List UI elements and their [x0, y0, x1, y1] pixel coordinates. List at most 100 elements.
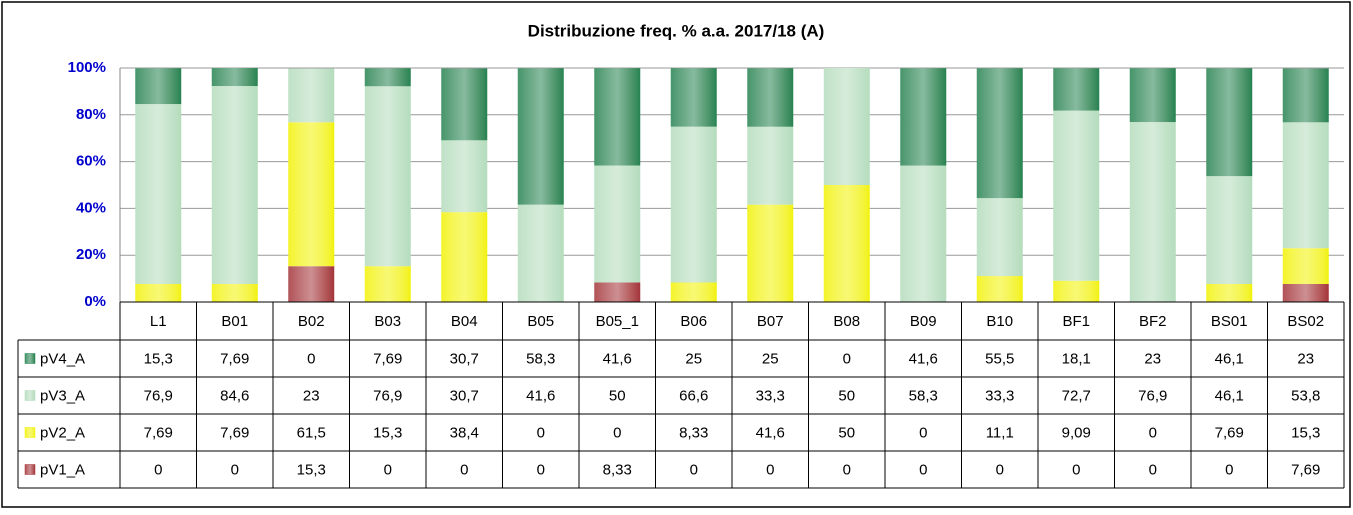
table-value: 66,6 — [679, 387, 708, 404]
bar-segment — [1282, 248, 1329, 285]
table-value: 0 — [460, 461, 468, 478]
x-tick-label: BS02 — [1287, 313, 1324, 330]
table-value: 9,09 — [1062, 424, 1091, 441]
bar-segment — [670, 282, 717, 302]
legend-label: pV4_A — [40, 350, 85, 367]
bar-segment — [1129, 122, 1176, 302]
table-value: 33,3 — [756, 387, 785, 404]
table-value: 46,1 — [1215, 387, 1244, 404]
table-value: 30,7 — [450, 350, 479, 367]
table-value: 55,5 — [985, 350, 1014, 367]
bar-segment — [747, 204, 794, 302]
x-tick-label: BF2 — [1139, 313, 1167, 330]
table-value: 0 — [384, 461, 392, 478]
table-value: 0 — [996, 461, 1004, 478]
bar-segment — [1129, 68, 1176, 123]
x-tick-label: B10 — [986, 313, 1013, 330]
bar-segment — [288, 68, 335, 123]
legend-key — [24, 353, 36, 364]
bar-segment — [364, 86, 411, 267]
bar-segment — [976, 276, 1023, 302]
x-tick-label: B06 — [680, 313, 707, 330]
table-value: 38,4 — [450, 424, 479, 441]
table-value: 15,3 — [373, 424, 402, 441]
table-value: 0 — [231, 461, 239, 478]
bar-segment — [823, 185, 870, 302]
chart-title: Distribuzione freq. % a.a. 2017/18 (A) — [528, 21, 825, 40]
bar-segment — [594, 68, 641, 166]
table-value: 7,69 — [144, 424, 173, 441]
bar-segment — [670, 126, 717, 283]
x-tick-label: B07 — [757, 313, 784, 330]
table-value: 0 — [613, 424, 621, 441]
legend-label: pV2_A — [40, 424, 85, 441]
bar-segment — [288, 266, 335, 302]
bar-segment — [1053, 68, 1100, 111]
table-value: 58,3 — [526, 350, 555, 367]
bar-segment — [1206, 68, 1253, 177]
table-value: 0 — [537, 461, 545, 478]
y-tick-label: 80% — [76, 106, 106, 123]
bar-segment — [1282, 68, 1329, 123]
y-tick-label: 100% — [68, 59, 106, 76]
bar-segment — [364, 68, 411, 87]
bar-segment — [441, 212, 488, 302]
legend-key — [24, 427, 36, 438]
bar-segment — [135, 284, 182, 302]
bar-segment — [135, 104, 182, 285]
legend-key — [24, 390, 36, 401]
x-tick-label: B05 — [527, 313, 554, 330]
table-value: 11,1 — [986, 424, 1014, 441]
table-value: 58,3 — [909, 387, 938, 404]
table-value: 23 — [1297, 350, 1314, 367]
x-tick-label: B02 — [298, 313, 325, 330]
bar-segment — [747, 68, 794, 127]
bar-segment — [441, 68, 488, 141]
table-value: 0 — [843, 461, 851, 478]
table-value: 15,3 — [1291, 424, 1320, 441]
table-value: 25 — [762, 350, 779, 367]
table-value: 53,8 — [1291, 387, 1320, 404]
table-value: 76,9 — [144, 387, 173, 404]
table-value: 0 — [919, 424, 927, 441]
bar-segment — [211, 86, 258, 285]
bar-segment — [211, 284, 258, 302]
x-tick-label: BF1 — [1062, 313, 1090, 330]
bar-segment — [747, 126, 794, 205]
table-value: 7,69 — [1215, 424, 1244, 441]
table-value: 0 — [690, 461, 698, 478]
table-value: 84,6 — [220, 387, 249, 404]
bar-segment — [288, 122, 335, 267]
table-value: 50 — [609, 387, 626, 404]
bar-segment — [517, 204, 564, 302]
bar-segment — [211, 68, 258, 87]
table-value: 41,6 — [909, 350, 938, 367]
bar-segment — [364, 266, 411, 302]
table-value: 0 — [1072, 461, 1080, 478]
y-tick-label: 20% — [76, 246, 106, 263]
bar-segment — [1206, 284, 1253, 302]
table-value: 46,1 — [1215, 350, 1244, 367]
table-value: 76,9 — [373, 387, 402, 404]
bar-segment — [517, 68, 564, 205]
table-value: 0 — [1225, 461, 1233, 478]
table-value: 33,3 — [985, 387, 1014, 404]
table-value: 7,69 — [373, 350, 402, 367]
table-value: 41,6 — [526, 387, 555, 404]
table-value: 8,33 — [679, 424, 708, 441]
table-value: 0 — [919, 461, 927, 478]
bar-segment — [900, 165, 947, 302]
bar-segment — [135, 68, 182, 105]
table-value: 23 — [1144, 350, 1161, 367]
table-value: 41,6 — [756, 424, 785, 441]
table-value: 41,6 — [603, 350, 632, 367]
table-value: 50 — [838, 387, 855, 404]
table-value: 0 — [843, 350, 851, 367]
x-tick-label: B03 — [374, 313, 401, 330]
legend-label: pV1_A — [40, 461, 85, 478]
legend-key — [24, 464, 36, 475]
y-tick-label: 0% — [84, 293, 106, 310]
table-value: 8,33 — [603, 461, 632, 478]
table-value: 7,69 — [220, 424, 249, 441]
table-value: 50 — [838, 424, 855, 441]
